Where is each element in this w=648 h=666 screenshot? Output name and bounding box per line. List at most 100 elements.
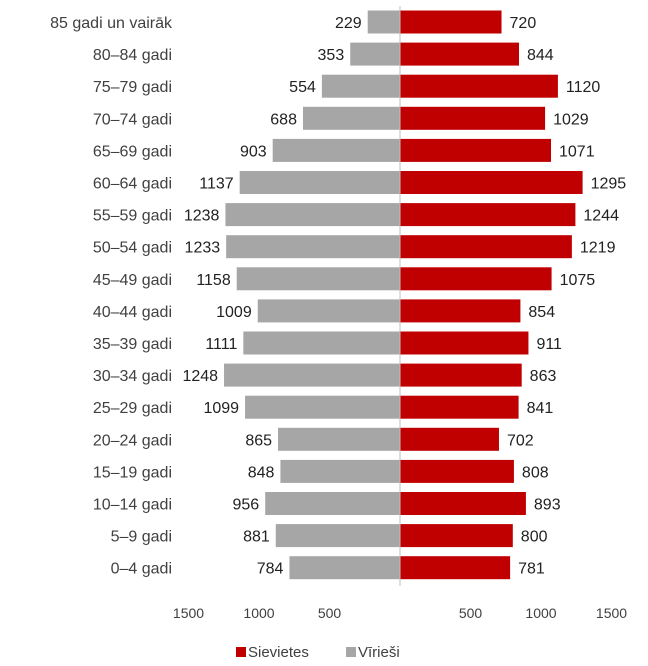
bar-right — [400, 171, 583, 194]
value-label-right: 1029 — [553, 111, 589, 128]
value-label-left: 956 — [233, 497, 260, 514]
bar-left — [289, 556, 400, 580]
value-label-right: 808 — [522, 464, 549, 481]
category-label: 70–74 gadi — [93, 111, 172, 128]
bar-right — [400, 42, 520, 66]
value-label-right: 800 — [521, 529, 548, 546]
value-label-right: 911 — [536, 336, 562, 353]
category-label: 85 gadi un vairāk — [50, 15, 173, 32]
value-label-right: 1120 — [566, 79, 601, 96]
category-label: 55–59 gadi — [93, 208, 172, 225]
category-label: 80–84 gadi — [93, 47, 172, 64]
bar-left — [280, 459, 400, 483]
value-label-left: 881 — [243, 529, 270, 546]
value-label-left: 1158 — [196, 272, 231, 289]
category-label: 10–14 gadi — [93, 497, 172, 514]
bar-left — [224, 363, 400, 387]
x-tick-label: 1500 — [173, 605, 204, 621]
value-label-right: 844 — [527, 47, 554, 64]
bar-left — [245, 395, 400, 419]
bar-left — [278, 427, 400, 451]
value-label-right: 1295 — [591, 176, 627, 193]
bar-right — [400, 203, 576, 227]
value-label-right: 702 — [507, 432, 534, 449]
bar-left — [226, 235, 400, 259]
value-label-right: 893 — [534, 497, 561, 514]
bar-right — [400, 299, 521, 323]
left-bars — [224, 10, 400, 580]
category-label: 20–24 gadi — [93, 432, 172, 449]
bar-left — [239, 171, 400, 194]
bar-right — [400, 427, 499, 451]
category-label: 15–19 gadi — [93, 464, 172, 481]
legend-swatch — [346, 647, 356, 657]
bar-left — [302, 106, 400, 130]
category-label: 65–69 gadi — [93, 143, 172, 160]
bar-left — [236, 267, 400, 291]
bar-right — [400, 106, 546, 130]
category-label: 60–64 gadi — [93, 176, 172, 193]
x-tick-label: 1000 — [243, 605, 274, 621]
bar-left — [321, 74, 400, 98]
category-label: 0–4 gadi — [111, 561, 172, 578]
x-tick-label: 1500 — [596, 605, 627, 621]
bar-left — [367, 10, 400, 34]
category-label: 5–9 gadi — [111, 529, 172, 546]
value-label-right: 1244 — [583, 208, 619, 225]
value-label-left: 353 — [318, 47, 345, 64]
category-label: 75–79 gadi — [93, 79, 172, 96]
category-label: 35–39 gadi — [93, 336, 172, 353]
category-label: 50–54 gadi — [93, 240, 172, 257]
bar-right — [400, 492, 526, 515]
value-label-left: 1099 — [203, 400, 239, 417]
bar-left — [275, 524, 400, 548]
x-tick-label: 500 — [318, 605, 342, 621]
right-bars — [400, 10, 583, 580]
value-label-left: 1248 — [182, 368, 218, 385]
bar-right — [400, 524, 513, 548]
bar-right — [400, 363, 522, 387]
bar-right — [400, 10, 502, 34]
value-labels: 229 720 353 844 554 1120 688 1029 903 1071 1137 129… — [182, 15, 626, 578]
legend-label: Vīrieši — [358, 644, 400, 661]
bar-right — [400, 459, 514, 483]
value-label-right: 1071 — [559, 143, 595, 160]
bar-left — [257, 299, 400, 323]
value-label-left: 1238 — [184, 208, 220, 225]
value-label-right: 863 — [530, 368, 557, 385]
value-label-right: 720 — [510, 15, 537, 32]
legend-label: Sievietes — [248, 644, 309, 661]
bar-right — [400, 395, 519, 419]
value-label-left: 903 — [240, 143, 267, 160]
bar-left — [265, 492, 400, 515]
legend: Sievietes Vīrieši — [236, 644, 400, 661]
bar-right — [400, 331, 529, 355]
value-label-left: 1111 — [205, 336, 237, 353]
category-label: 45–49 gadi — [93, 272, 172, 289]
value-label-left: 229 — [335, 15, 362, 32]
bar-right — [400, 556, 511, 580]
category-label: 30–34 gadi — [93, 368, 172, 385]
value-label-left: 688 — [270, 111, 297, 128]
value-label-right: 854 — [528, 304, 555, 321]
category-labels: 85 gadi un vairāk 80–84 gadi 75–79 gadi 70–… — [50, 15, 173, 578]
x-tick-label: 500 — [459, 605, 483, 621]
value-label-left: 865 — [245, 432, 272, 449]
legend-swatch — [236, 647, 246, 657]
bar-left — [350, 42, 400, 66]
value-label-left: 784 — [257, 561, 284, 578]
category-label: 25–29 gadi — [93, 400, 172, 417]
value-label-right: 1075 — [560, 272, 596, 289]
bar-left — [225, 203, 400, 227]
bar-right — [400, 267, 552, 291]
value-label-left: 1009 — [216, 304, 252, 321]
value-label-left: 1233 — [185, 240, 221, 257]
value-label-left: 848 — [248, 464, 275, 481]
x-tick-label: 1000 — [525, 605, 556, 621]
category-label: 40–44 gadi — [93, 304, 172, 321]
value-label-right: 1219 — [580, 240, 616, 257]
bar-right — [400, 235, 572, 259]
bar-right — [400, 138, 552, 162]
bar-left — [272, 138, 400, 162]
